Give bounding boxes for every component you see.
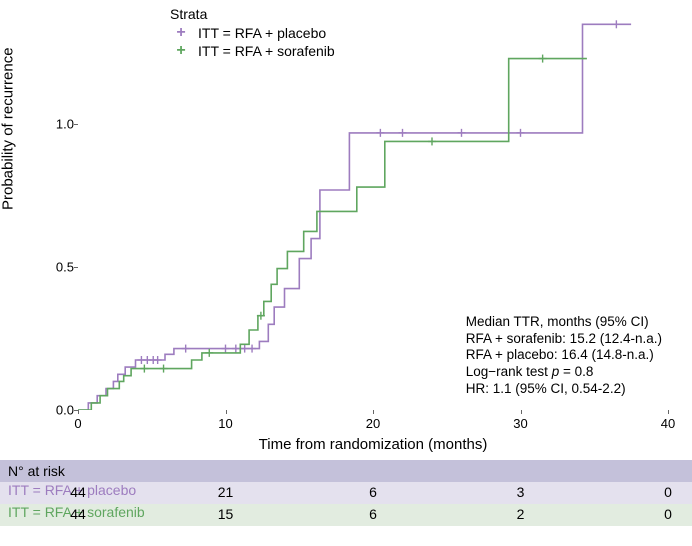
legend-title: Strata	[170, 6, 335, 22]
censor-mark-icon	[182, 345, 190, 353]
x-tick-mark	[373, 410, 374, 414]
annotation-line: HR: 1.1 (95% CI, 0.54-2.2)	[466, 381, 662, 398]
risk-cell: 0	[664, 484, 672, 500]
censor-mark-icon	[241, 345, 249, 353]
annotation-line: RFA + sorafenib: 15.2 (12.4-n.a.)	[466, 331, 662, 348]
annotation-line: Median TTR, months (95% CI)	[466, 314, 662, 331]
censor-mark-icon	[222, 345, 230, 353]
censor-mark-icon	[428, 137, 436, 145]
x-tick-mark	[521, 410, 522, 414]
x-tick-label: 20	[366, 416, 380, 431]
risk-cell: 44	[70, 506, 86, 522]
legend-item: + ITT = RFA + placebo	[170, 24, 335, 42]
y-axis-label: Probability of recurrence	[0, 47, 17, 210]
censor-mark-icon	[612, 20, 620, 28]
risk-cell: 3	[517, 484, 525, 500]
legend-item: + ITT = RFA + sorafenib	[170, 42, 335, 60]
risk-cell: 6	[369, 506, 377, 522]
stats-annotation: Median TTR, months (95% CI)RFA + sorafen…	[466, 314, 662, 398]
risk-cell: 2	[517, 506, 525, 522]
y-tick-label: 1.0	[24, 117, 74, 132]
legend-marker-icon: +	[170, 27, 192, 39]
censor-mark-icon	[154, 356, 162, 364]
censor-mark-icon	[140, 365, 148, 373]
censor-mark-icon	[458, 129, 466, 137]
risk-table: N° at risk ITT = RFA + placebo4421630ITT…	[0, 460, 692, 526]
censor-mark-icon	[205, 349, 213, 357]
x-tick-label: 30	[513, 416, 527, 431]
censor-mark-icon	[160, 365, 168, 373]
annotation-line: Log−rank test p = 0.8	[466, 364, 662, 381]
risk-cell: 0	[664, 506, 672, 522]
risk-table-header: N° at risk	[0, 460, 692, 482]
x-tick-mark	[226, 410, 227, 414]
annotation-line: RFA + placebo: 16.4 (14.8-n.a.)	[466, 347, 662, 364]
x-tick-mark	[668, 410, 669, 414]
censor-mark-icon	[376, 129, 384, 137]
censor-mark-icon	[248, 345, 256, 353]
y-tick-label: 0.5	[24, 260, 74, 275]
censor-mark-icon	[399, 129, 407, 137]
y-tick-mark	[74, 267, 78, 268]
censor-mark-icon	[232, 345, 240, 353]
x-tick-label: 0	[74, 416, 81, 431]
x-tick-label: 40	[661, 416, 675, 431]
risk-cell: 21	[218, 484, 234, 500]
x-tick-mark	[78, 410, 79, 414]
censor-mark-icon	[539, 55, 547, 63]
risk-cell: 15	[218, 506, 234, 522]
risk-table-row: ITT = RFA + placebo4421630	[0, 482, 692, 504]
legend-label: ITT = RFA + sorafenib	[198, 43, 335, 59]
risk-cell: 44	[70, 484, 86, 500]
legend-marker-icon: +	[170, 45, 192, 57]
y-tick-label: 0.0	[24, 403, 74, 418]
x-axis-label: Time from randomization (months)	[78, 436, 668, 453]
censor-mark-icon	[517, 129, 525, 137]
x-tick-label: 10	[218, 416, 232, 431]
km-chart: Probability of recurrence Strata + ITT = …	[0, 0, 692, 460]
legend-label: ITT = RFA + placebo	[198, 25, 326, 41]
risk-table-row: ITT = RFA + sorafenib4415620	[0, 504, 692, 526]
risk-cell: 6	[369, 484, 377, 500]
y-tick-mark	[74, 124, 78, 125]
legend: Strata + ITT = RFA + placebo + ITT = RFA + …	[170, 6, 335, 60]
